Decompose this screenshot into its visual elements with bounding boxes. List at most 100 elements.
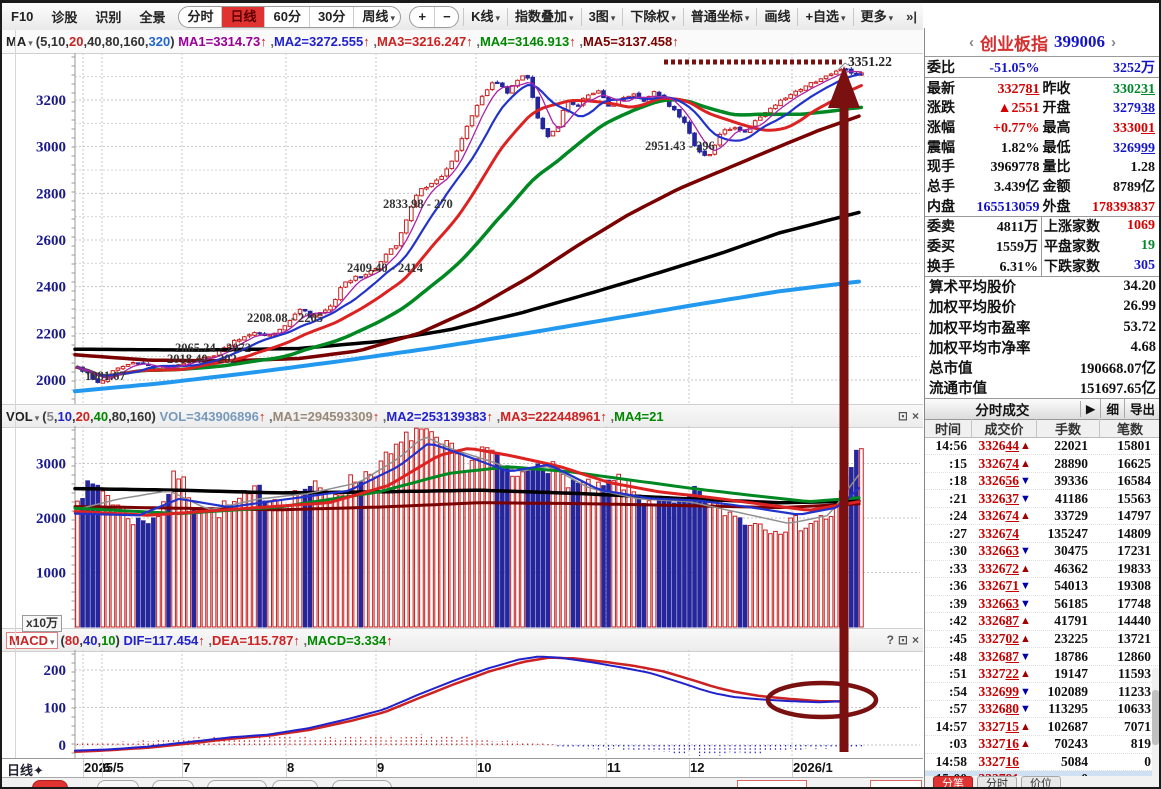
toolbar-menu-1[interactable]: 指数叠加 ▾ (507, 7, 581, 26)
tick-row[interactable]: :42 332687 ▲ 41791 14440 (925, 613, 1159, 631)
volume-chart-canvas[interactable]: 1000 2000 3000 (2, 426, 923, 628)
bottom-tab-3[interactable] (207, 780, 267, 787)
tick-scrollbar-thumb[interactable] (1152, 690, 1159, 745)
tick-row[interactable]: 14:58 332716 5084 0 (925, 754, 1159, 772)
axis-separator (606, 759, 607, 778)
tick-price: 332699 (978, 683, 1020, 699)
quote-value: 326999 (1113, 140, 1155, 156)
ma-row-values: (5,10,20,40,80,160,320) MA1=3314.73↑ ,MA… (35, 34, 679, 49)
tick-down-icon: ▼ (1020, 650, 1031, 663)
tick-time: 14:56 (935, 437, 968, 453)
toolbar-menu-0[interactable]: K线 ▾ (463, 7, 507, 26)
quote-cell: 涨跌 ▲2551 (927, 97, 1043, 117)
panel-tab-价位[interactable]: 价位 (1021, 776, 1061, 787)
quote-panel: ‹ 创业板指 399006 › 委比 -51.05% 3252万 最新 332781 昨收… (924, 28, 1159, 787)
toolbar-item-3[interactable]: 全景 (139, 10, 166, 25)
top-toolbar: F10 诊股 识别 全景 分时 日线 60分 30分 周线 ▾ + − K线 ▾ 指数叠加 ▾ 3图 ▾ 下除权 ▾ 普… (2, 3, 923, 31)
tick-row[interactable]: :27 332674 135247 14809 (925, 525, 1159, 543)
play-icon[interactable]: ▶ (1079, 400, 1101, 417)
period-label[interactable]: 日线✦ (7, 763, 44, 778)
toolbar-item-0[interactable]: F10 (11, 9, 34, 24)
tick-export-button[interactable]: 导出 (1123, 399, 1159, 419)
chevron-down-icon: ▾ (610, 12, 616, 23)
bottom-tab-4[interactable] (272, 780, 318, 787)
period-tab-60分[interactable]: 60分 (265, 6, 310, 27)
bottom-tab-1[interactable] (97, 780, 139, 787)
vol-row-selector[interactable]: VOL ▾ (6, 408, 40, 424)
toolbar-menu-2[interactable]: 3图 ▾ (580, 7, 623, 26)
tick-row[interactable]: :51 332722 ▲ 19147 11593 (925, 666, 1159, 684)
tick-price: 332644 (978, 437, 1020, 453)
tick-row[interactable]: :18 332656 ▼ 39336 16584 (925, 473, 1159, 491)
pane_close-icon[interactable]: × (911, 633, 919, 647)
pane_help-icon[interactable]: ? (886, 633, 894, 647)
bottom-box-1[interactable] (870, 780, 922, 787)
tick-row[interactable]: :36 332671 ▼ 54013 19308 (925, 578, 1159, 596)
tick-row[interactable]: :03 332716 ▲ 70243 819 (925, 736, 1159, 754)
quote-cell: 涨幅 +0.77% (927, 117, 1043, 137)
period-tab-分时[interactable]: 分时 (179, 6, 223, 27)
toolbar-menu-5[interactable]: 画线 (756, 7, 797, 26)
stat-value: 4.68 (1130, 338, 1156, 355)
quote-cell: 最低 326999 (1043, 137, 1159, 157)
tick-row[interactable]: :24 332674 ▲ 33729 14797 (925, 508, 1159, 526)
quote-cell: 金额 8789亿 (1043, 176, 1159, 196)
panel-tab-分笔[interactable]: 分笔 (933, 776, 973, 787)
macd-chart-canvas[interactable]: 0 100 200 (2, 650, 923, 758)
tick-row[interactable]: 14:56 332644 ▲ 22021 15801 (925, 437, 1159, 456)
macd-row-selector[interactable]: MACD ▾ (6, 631, 58, 649)
period-tab-日线[interactable]: 日线 (222, 6, 266, 27)
toolbar-item-1[interactable]: 诊股 (51, 10, 78, 25)
tick-time: :24 (949, 508, 967, 524)
prev-stock-icon[interactable]: ‹ (969, 33, 974, 51)
bottom-tab-2[interactable] (152, 780, 194, 787)
toolbar-menu-4[interactable]: 普通坐标 ▾ (682, 7, 757, 26)
toolbar-menu-7[interactable]: 更多 ▾ (852, 7, 901, 26)
panel-tab-分时[interactable]: 分时 (977, 776, 1017, 787)
svg-text:1981.67: 1981.67 (85, 369, 126, 383)
quote-value: 333001 (1113, 120, 1155, 136)
period-tab-dropdown[interactable]: 周线 ▾ (362, 8, 395, 24)
axis-separator (792, 759, 793, 778)
quote-value: 6.31% (999, 259, 1039, 275)
quote-value: 178393837 (1092, 199, 1155, 215)
tick-row[interactable]: :57 332680 ▼ 113295 10633 (925, 701, 1159, 719)
toolbar-menu-6[interactable]: +自选 ▾ (797, 7, 852, 26)
bottom-tab-5[interactable] (332, 780, 392, 787)
tick-col-header: 手数 (1037, 418, 1100, 438)
period-tab-30分[interactable]: 30分 (310, 6, 355, 27)
tick-row[interactable]: 14:57 332715 ▲ 102687 7071 (925, 718, 1159, 736)
tick-row[interactable]: :15 332674 ▲ 28890 16625 (925, 455, 1159, 473)
bottom-tab-0[interactable] (32, 780, 68, 787)
zoom-in-button[interactable]: + (410, 6, 436, 27)
tick-row[interactable]: :39 332663 ▼ 56185 17748 (925, 596, 1159, 614)
quote-panel-header: ‹ 创业板指 399006 › (925, 28, 1159, 57)
quote-label: 平盘家数 (1044, 240, 1100, 256)
tick-row[interactable]: :54 332699 ▼ 102089 11233 (925, 683, 1159, 701)
bottom-toolbar-clipped[interactable] (2, 777, 923, 787)
toolbar-menu-3[interactable]: 下除权 ▾ (622, 7, 683, 26)
tick-volume: 23225 (1054, 630, 1088, 646)
pane_restore-icon[interactable]: ⊡ (897, 409, 908, 423)
tick-row[interactable]: :21 332637 ▼ 41186 15563 (925, 490, 1159, 508)
pane_restore-icon[interactable]: ⊡ (897, 633, 908, 647)
zoom-out-button[interactable]: − (443, 8, 451, 24)
svg-text:200: 200 (44, 663, 67, 679)
tick-row[interactable]: :48 332687 ▼ 18786 12860 (925, 648, 1159, 666)
tick-scrollbar[interactable] (1152, 668, 1159, 783)
pane_close-icon[interactable]: × (911, 409, 919, 423)
axis-month-label: 2026/1 (793, 760, 833, 775)
bottom-box-0[interactable] (737, 780, 807, 787)
tick-row[interactable]: :30 332663 ▼ 30475 17231 (925, 543, 1159, 561)
tick-detail-button[interactable]: 细 (1100, 399, 1124, 419)
tick-row[interactable]: :45 332702 ▲ 23225 13721 (925, 630, 1159, 649)
toolbar-collapse-icon[interactable]: »| (906, 9, 917, 24)
next-stock-icon[interactable]: › (1111, 33, 1116, 51)
tick-row[interactable]: :33 332672 ▲ 46362 19833 (925, 561, 1159, 579)
quote-cell: 开盘 327938 (1043, 97, 1159, 117)
tick-volume: 19147 (1054, 666, 1088, 682)
main-chart-canvas[interactable]: 2000 2200 2400 2600 2800 3000 3200 3351.22 2951.… (2, 53, 923, 404)
toolbar-item-2[interactable]: 识别 (95, 10, 122, 25)
ma-row-selector[interactable]: MA ▾ (6, 34, 33, 49)
tick-volume: 30475 (1054, 543, 1088, 559)
